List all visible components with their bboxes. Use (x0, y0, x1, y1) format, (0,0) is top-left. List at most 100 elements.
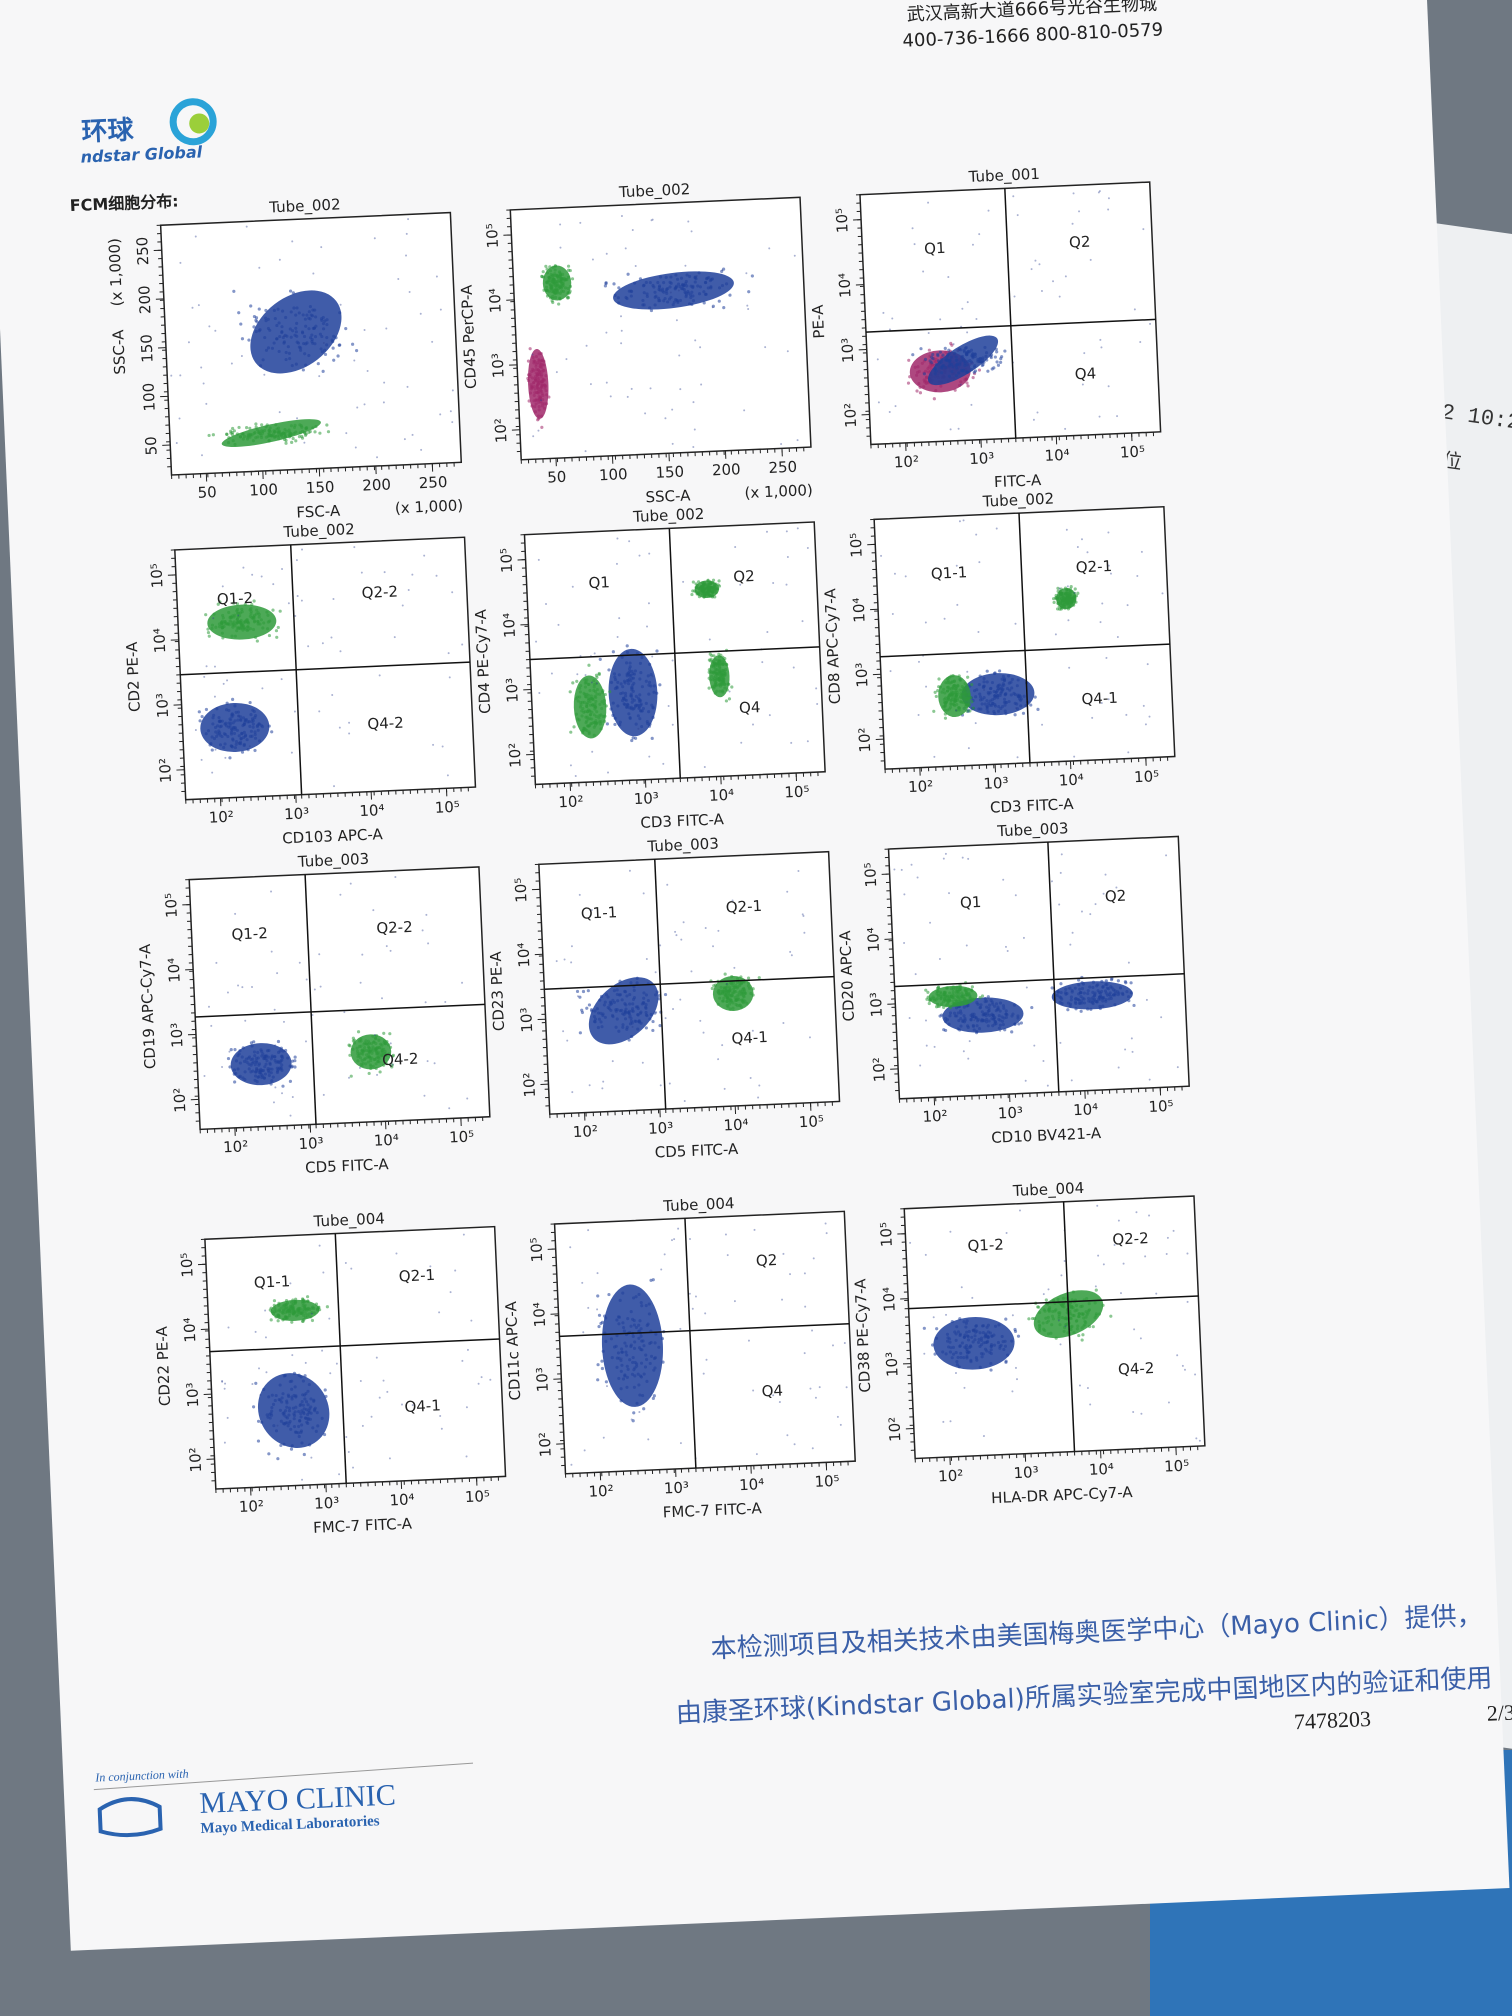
event-dot (448, 676, 451, 679)
event-dot (1133, 308, 1136, 311)
y-tick-label: 10⁵ (511, 877, 530, 903)
event-dot (637, 727, 640, 730)
event-dot (272, 1101, 275, 1104)
event-dot (454, 1269, 457, 1272)
event-dot (274, 629, 279, 633)
event-dot (405, 232, 408, 235)
event-dot (617, 286, 621, 290)
event-dot (918, 391, 923, 395)
event-dot (913, 243, 916, 246)
event-dot (373, 1033, 376, 1036)
event-dot (655, 1011, 658, 1014)
event-dot (702, 301, 706, 305)
event-dot (927, 201, 930, 204)
event-dot (254, 422, 258, 426)
event-dot (361, 953, 364, 956)
event-dot (1102, 892, 1105, 895)
event-dot (356, 1030, 361, 1034)
event-dot (293, 710, 296, 713)
event-dot (712, 984, 716, 988)
event-dot (297, 435, 302, 439)
event-dot (322, 341, 325, 344)
event-dot (223, 1441, 226, 1444)
event-dot (772, 582, 775, 585)
event-dot (584, 450, 587, 453)
event-dot (232, 289, 236, 293)
event-dot (205, 402, 208, 405)
event-dot (242, 566, 245, 569)
event-dot (933, 1045, 936, 1048)
event-dot (1013, 295, 1016, 298)
event-dot (293, 1059, 297, 1063)
event-dot (302, 1452, 306, 1457)
event-dot (348, 721, 351, 724)
event-dot (208, 325, 211, 328)
event-dot (575, 989, 580, 994)
gate-label: Q4 (1074, 364, 1096, 383)
event-dot (975, 533, 978, 536)
event-dot (202, 382, 205, 385)
event-dot (801, 913, 804, 916)
event-dot (650, 219, 653, 222)
event-dot (423, 1094, 426, 1097)
event-dot (256, 1419, 261, 1423)
event-dot (1127, 751, 1130, 754)
event-dot (1032, 418, 1035, 421)
event-dot (1139, 341, 1142, 344)
event-dot (677, 289, 680, 292)
event-dot (1029, 703, 1033, 707)
event-dot (1064, 427, 1067, 430)
x-tick-label: 10² (922, 1107, 948, 1126)
event-dot (344, 326, 348, 331)
event-dot (948, 892, 951, 895)
event-dot (588, 1084, 591, 1087)
event-dot (949, 341, 953, 346)
event-dot (664, 417, 667, 420)
event-dot (605, 252, 608, 255)
event-dot (674, 930, 677, 933)
event-dot (704, 927, 707, 930)
event-dot (1073, 587, 1077, 591)
event-dot (1131, 1050, 1134, 1053)
event-dot (215, 961, 218, 964)
event-dot (1078, 210, 1081, 213)
event-dot (385, 945, 388, 948)
event-dot (933, 690, 937, 694)
event-dot (267, 633, 272, 638)
event-dot (796, 527, 799, 530)
gate-line (180, 661, 471, 676)
event-dot (338, 343, 342, 347)
event-dot (259, 1394, 262, 1397)
event-dot (1070, 1079, 1073, 1082)
event-dot (690, 592, 694, 597)
event-dot (351, 1036, 355, 1040)
event-dot (651, 1019, 655, 1024)
event-dot (395, 1252, 398, 1255)
event-dot (537, 429, 540, 432)
event-dot (444, 1000, 447, 1003)
event-dot (944, 852, 947, 855)
y-tick-label: 10² (506, 742, 525, 768)
x-tick-label: 10² (208, 808, 234, 827)
event-dot (393, 636, 396, 639)
event-dot (303, 441, 306, 444)
event-dot (538, 692, 541, 695)
plot-title: Tube_002 (618, 180, 691, 202)
event-dot (711, 578, 716, 582)
event-dot (1132, 1003, 1136, 1008)
gate-label: Q2-1 (725, 897, 762, 917)
population (207, 604, 277, 640)
event-dot (590, 908, 593, 911)
population (527, 348, 549, 419)
event-dot (927, 348, 931, 352)
event-dot (270, 890, 273, 893)
event-dot (1149, 322, 1152, 325)
event-dot (348, 1076, 351, 1079)
event-dot (294, 614, 297, 617)
event-dot (1064, 275, 1067, 278)
event-dot (694, 339, 697, 342)
population (709, 655, 730, 698)
event-dot (1098, 190, 1101, 193)
event-dot (429, 1265, 432, 1268)
event-dot (300, 434, 304, 439)
